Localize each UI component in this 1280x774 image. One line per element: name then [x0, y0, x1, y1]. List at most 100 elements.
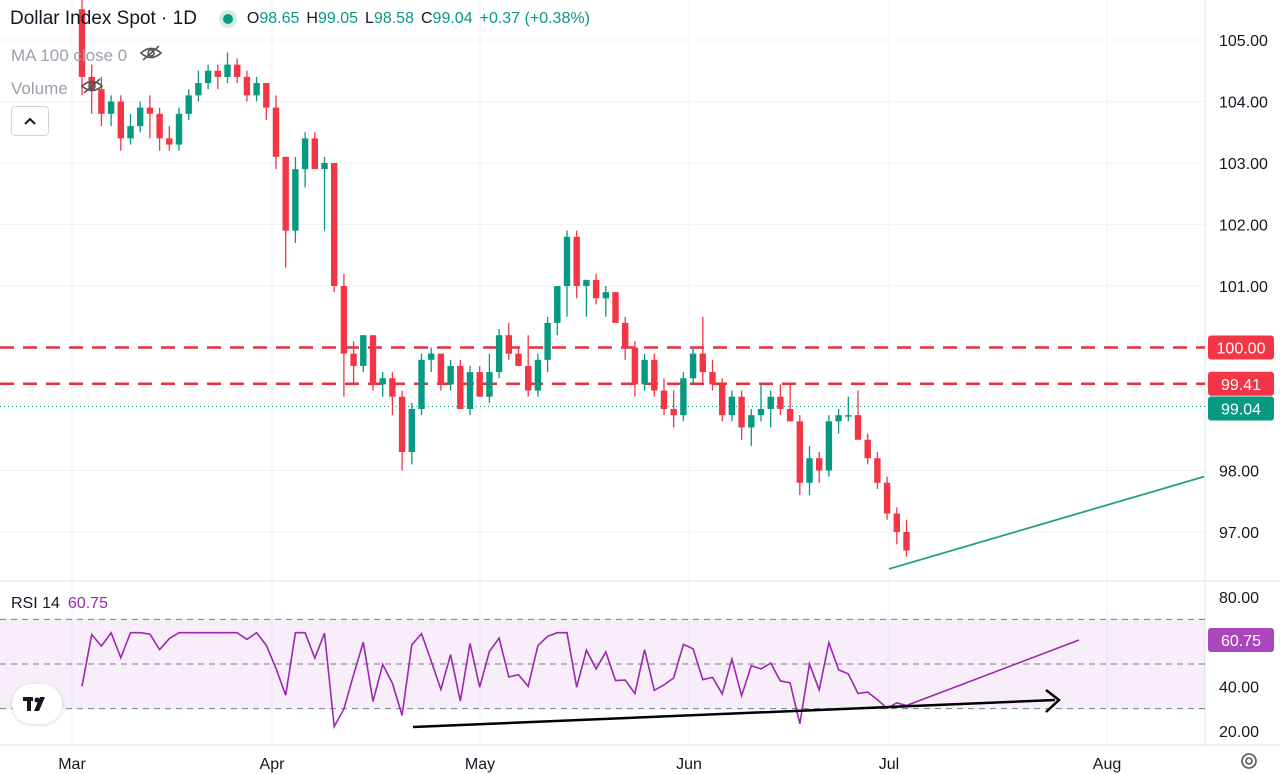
candle[interactable]: [107, 95, 115, 127]
candle[interactable]: [680, 372, 687, 422]
candle[interactable]: [583, 279, 590, 317]
candle[interactable]: [806, 445, 813, 496]
volume-indicator-legend[interactable]: Volume: [11, 77, 104, 100]
candle[interactable]: [835, 409, 842, 434]
candle[interactable]: [544, 316, 551, 373]
ma-indicator-legend[interactable]: MA 100 close 0: [11, 44, 163, 67]
candle[interactable]: [204, 64, 212, 90]
candle[interactable]: [651, 353, 658, 397]
rsi-legend[interactable]: RSI 14 60.75: [11, 595, 108, 613]
candle[interactable]: [360, 335, 367, 373]
candle[interactable]: [137, 101, 144, 133]
candle[interactable]: [146, 95, 154, 139]
candle[interactable]: [156, 107, 163, 151]
candle[interactable]: [825, 415, 833, 477]
candle[interactable]: [602, 286, 609, 317]
candle[interactable]: [573, 230, 580, 299]
candle[interactable]: [777, 384, 784, 416]
candle[interactable]: [224, 52, 231, 84]
candle[interactable]: [166, 126, 173, 151]
candle[interactable]: [670, 390, 677, 428]
candle[interactable]: [379, 372, 386, 397]
candle[interactable]: [78, 0, 86, 96]
candle[interactable]: [554, 286, 561, 336]
candle[interactable]: [437, 353, 445, 391]
candle[interactable]: [816, 452, 823, 483]
candle[interactable]: [292, 156, 299, 243]
candle[interactable]: [428, 347, 435, 373]
candle[interactable]: [369, 335, 377, 391]
candle[interactable]: [234, 58, 241, 84]
candle[interactable]: [321, 156, 328, 231]
candle[interactable]: [263, 83, 270, 120]
rsi-line[interactable]: [81, 631, 1080, 730]
candle[interactable]: [447, 359, 454, 391]
candle[interactable]: [117, 95, 124, 151]
candle[interactable]: [195, 70, 202, 102]
candle[interactable]: [709, 359, 716, 391]
candle[interactable]: [699, 316, 706, 385]
candle[interactable]: [350, 341, 357, 385]
candle[interactable]: [767, 390, 774, 428]
candle[interactable]: [903, 519, 910, 557]
candle[interactable]: [185, 89, 192, 120]
candle-body: [466, 372, 474, 409]
candle[interactable]: [476, 365, 483, 397]
candle[interactable]: [214, 64, 221, 90]
candle-body: [641, 359, 648, 385]
candle[interactable]: [127, 113, 134, 145]
candle[interactable]: [845, 396, 852, 422]
candle[interactable]: [738, 390, 745, 440]
candle-body: [331, 163, 338, 286]
candle[interactable]: [331, 163, 338, 293]
candle[interactable]: [563, 230, 571, 317]
candle[interactable]: [418, 353, 425, 416]
candle[interactable]: [495, 329, 503, 379]
candle[interactable]: [689, 347, 697, 385]
candle[interactable]: [486, 353, 493, 403]
gear-icon[interactable]: [1240, 752, 1258, 770]
candle[interactable]: [175, 107, 183, 151]
candle[interactable]: [515, 347, 522, 366]
candle[interactable]: [622, 316, 629, 360]
candle[interactable]: [612, 292, 619, 323]
candle[interactable]: [660, 378, 668, 416]
candle[interactable]: [243, 70, 251, 102]
candle[interactable]: [398, 390, 406, 471]
candle[interactable]: [408, 402, 415, 465]
candle[interactable]: [728, 390, 736, 422]
candle[interactable]: [864, 433, 871, 465]
candle[interactable]: [282, 156, 289, 268]
support-trendline[interactable]: [888, 475, 1205, 570]
candle[interactable]: [592, 273, 600, 305]
divergence-arrow[interactable]: [412, 698, 1056, 729]
candle[interactable]: [466, 365, 474, 416]
candle[interactable]: [457, 359, 464, 409]
candle[interactable]: [631, 341, 639, 397]
candle[interactable]: [340, 273, 348, 397]
candle[interactable]: [389, 372, 396, 416]
candle[interactable]: [786, 384, 794, 422]
candle[interactable]: [525, 335, 532, 397]
candle[interactable]: [641, 353, 648, 391]
candle[interactable]: [311, 132, 318, 170]
candle[interactable]: [874, 452, 881, 489]
eye-hidden-icon[interactable]: [139, 44, 163, 67]
tradingview-logo[interactable]: [12, 684, 62, 724]
candle[interactable]: [796, 415, 803, 496]
candle[interactable]: [253, 76, 260, 102]
candle[interactable]: [534, 353, 542, 397]
candle[interactable]: [757, 384, 765, 422]
candle[interactable]: [854, 390, 862, 440]
collapse-legend-button[interactable]: [11, 106, 49, 136]
candle[interactable]: [748, 409, 755, 446]
candle[interactable]: [883, 476, 891, 520]
candle[interactable]: [893, 507, 900, 545]
candle[interactable]: [272, 95, 280, 170]
candle-body: [282, 156, 289, 231]
candle[interactable]: [301, 132, 309, 188]
eye-hidden-icon[interactable]: [80, 77, 104, 100]
candle[interactable]: [505, 322, 512, 360]
candle[interactable]: [719, 378, 726, 422]
